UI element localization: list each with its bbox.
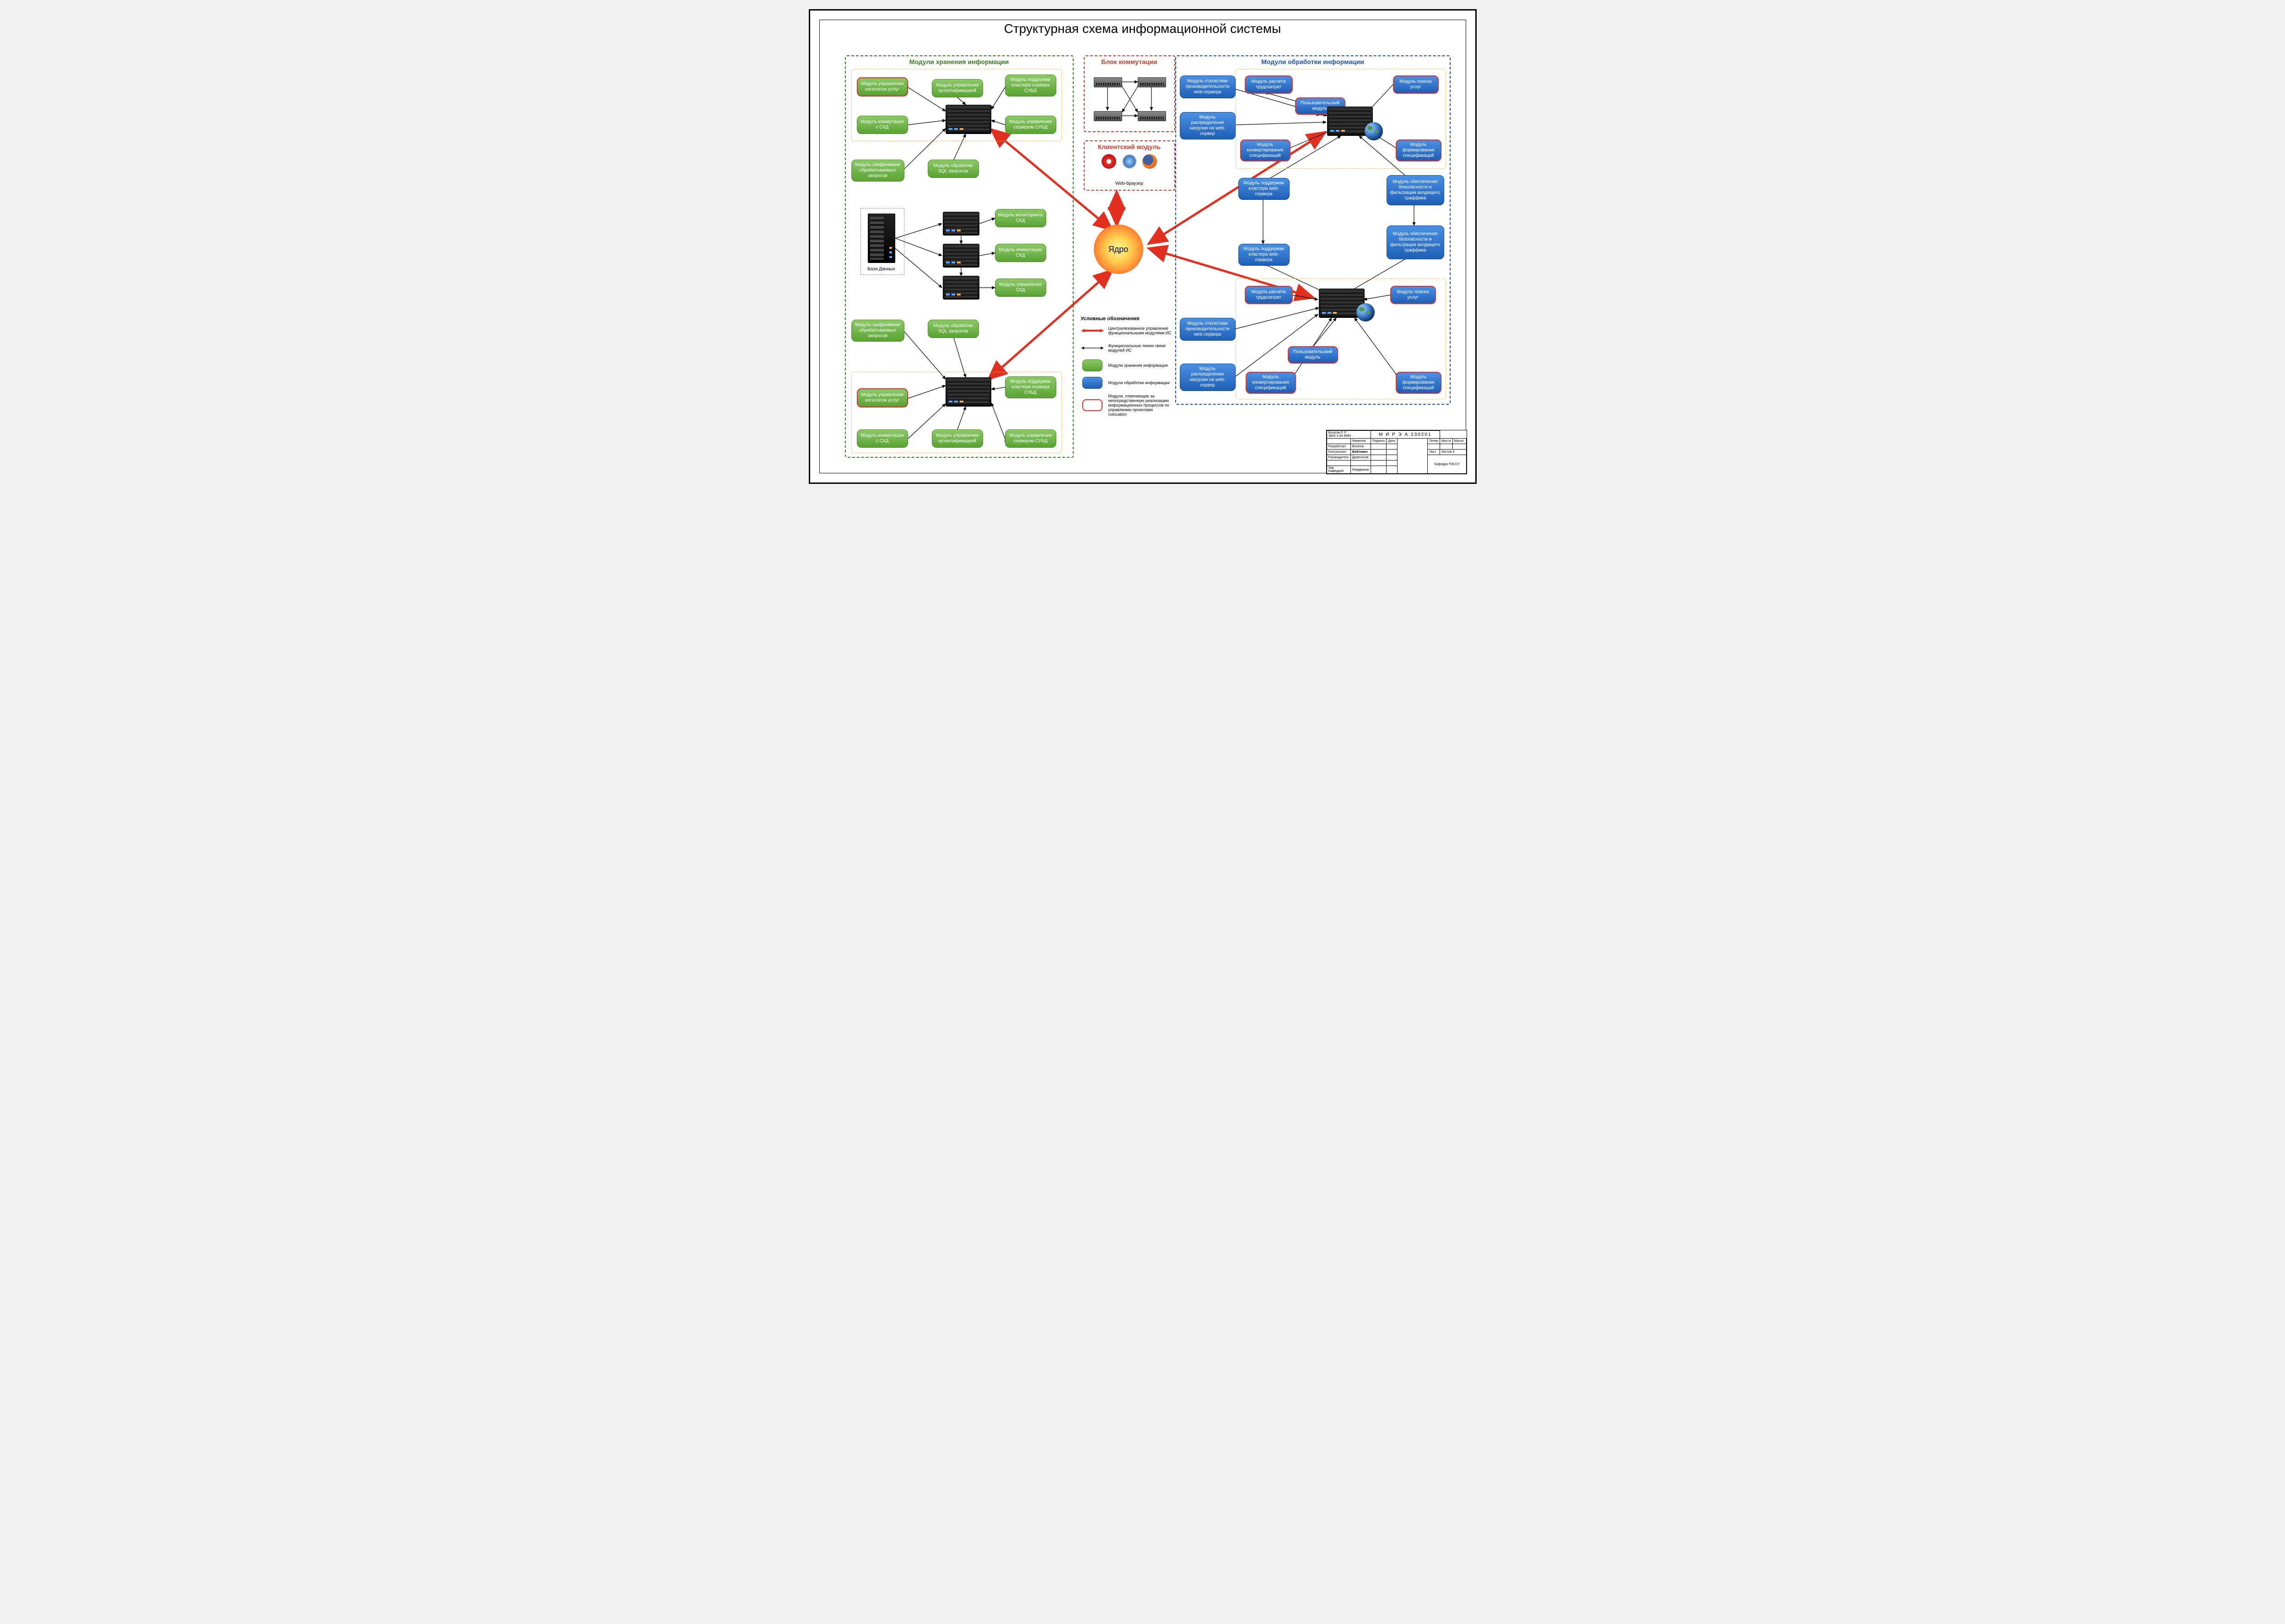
safari-icon — [1122, 154, 1137, 169]
browser-icons — [1085, 154, 1174, 171]
title-block: Богатов Р. Р.ЭИО-1-04 9999 М И Р Э А 230… — [1326, 430, 1467, 474]
browser-label: Web-браузер — [1085, 181, 1174, 186]
tower-icon — [868, 214, 895, 263]
blue-module: Модуль поиска услуг — [1393, 75, 1439, 94]
green-module: Модуль управления каталогом услуг — [857, 388, 908, 407]
legend-text-1: Функциональные линии связи модулей ИС — [1108, 343, 1172, 353]
switch-icon — [1094, 77, 1122, 87]
green-module: Модуль шифрования обрабатываемых запросо… — [851, 160, 904, 182]
legend: Условные обозначения Централизованное уп… — [1081, 316, 1172, 421]
green-module: Модуль управления аутентификацией — [932, 79, 983, 97]
green-module: Модуль шифрования обрабатываемых запросо… — [851, 320, 904, 342]
blue-module: Модуль конвертирования спецификаций — [1246, 372, 1296, 394]
green-module: Модуль управления каталогом услуг — [857, 77, 908, 96]
legend-row-1: Функциональные линии связи модулей ИС — [1081, 342, 1172, 354]
blue-module: Пользовательский модуль — [1288, 346, 1338, 364]
blue-module: Модуль поддержки кластера web-сервера — [1238, 244, 1290, 266]
legend-text-4: Модули, отвечающие за непосредственную р… — [1108, 394, 1172, 417]
blue-module: Модуль обеспечения безопасности и фильтр… — [1387, 175, 1444, 205]
blue-module: Модуль формирования спецификаций — [1396, 139, 1441, 161]
blue-module: Модуль распределения нагрузки на web-сер… — [1180, 364, 1236, 391]
legend-row-0: Централизованное управление функциональн… — [1081, 324, 1172, 337]
storage-title: Модули хранения информации — [846, 58, 1073, 65]
server-icon — [943, 244, 979, 268]
legend-row-2: Модули хранения информации — [1081, 359, 1172, 372]
switch-icon — [1138, 77, 1166, 87]
legend-title: Условные обозначения — [1081, 316, 1172, 322]
legend-row-3: Модули обработки информации — [1081, 376, 1172, 389]
green-module: Модуль поддержки кластера сервера СУБД — [1005, 75, 1056, 96]
green-module: Модуль управления сервером СУБД — [1005, 429, 1056, 448]
server-icon — [946, 105, 991, 134]
blue-module: Модуль формирования спецификаций — [1396, 372, 1441, 394]
server-icon — [943, 276, 979, 300]
green-module: Модуль обработки SQL запросов — [928, 160, 979, 178]
green-module: Модуль управления аутентификацией — [932, 429, 983, 448]
blue-module: Модуль распределения нагрузки на web-сер… — [1180, 112, 1236, 139]
page: Структурная схема информационной системы — [809, 9, 1477, 484]
legend-row-4: Модули, отвечающие за непосредственную р… — [1081, 394, 1172, 417]
green-module: Модуль управления СХД — [995, 279, 1046, 297]
switch-icon — [1138, 111, 1166, 121]
legend-text-3: Модули обработки информации — [1108, 381, 1170, 385]
switch-icon — [1094, 111, 1122, 121]
globe-icon — [1365, 122, 1383, 140]
green-module: Модуль коммутации с СХД — [857, 429, 908, 448]
legend-text-0: Централизованное управление функциональн… — [1108, 326, 1172, 335]
globe-icon — [1356, 303, 1375, 322]
green-module: Модуль обработки SQL запросов — [928, 320, 979, 338]
blue-module: Модуль поиска услуг — [1390, 286, 1436, 304]
blue-module: Модуль статистики производительности web… — [1180, 318, 1236, 341]
blue-module: Модуль поддержки кластера web-сервера — [1238, 178, 1290, 200]
green-module: Модуль управления сервером СУБД — [1005, 116, 1056, 134]
green-module: Модуль мониторинга СХД — [995, 209, 1046, 227]
core-node: Ядро — [1094, 225, 1143, 274]
firefox-icon — [1142, 154, 1157, 169]
green-module: Модуль коммутации с СХД — [857, 116, 908, 134]
client-title: Клиентский модуль — [1085, 143, 1174, 150]
green-module: Модуль поддержки кластера сервера СУБД — [1005, 376, 1056, 398]
db-label: База Данных — [863, 267, 900, 272]
blue-module: Модуль расчета трудозатрат — [1245, 286, 1293, 304]
processing-title: Модули обработки информации — [1176, 58, 1450, 65]
diagram-title: Структурная схема информационной системы — [810, 21, 1475, 36]
server-icon — [946, 377, 991, 407]
opera-icon — [1102, 154, 1116, 169]
blue-module: Модуль конвертирования спецификаций — [1240, 139, 1290, 161]
green-module: Модуль коммутации СХД — [995, 244, 1046, 262]
legend-text-2: Модули хранения информации — [1108, 363, 1168, 368]
server-icon — [943, 212, 979, 236]
client-container: Клиентский модуль Web-браузер — [1084, 140, 1175, 191]
switching-title: Блок коммутации — [1085, 58, 1174, 65]
blue-module: Модуль статистики производительности web… — [1180, 75, 1236, 98]
blue-module: Модуль расчета трудозатрат — [1245, 75, 1293, 94]
blue-module: Модуль обеспечения безопасности и фильтр… — [1387, 225, 1444, 259]
